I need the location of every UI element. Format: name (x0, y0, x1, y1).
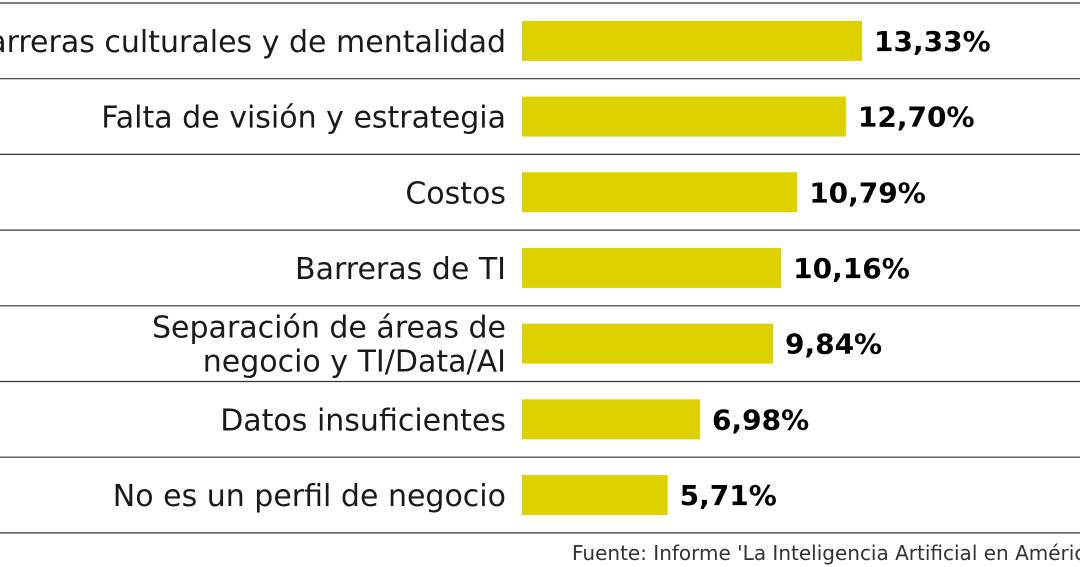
bar-2 (522, 172, 798, 213)
bar-1 (522, 96, 846, 137)
category-label-3: Barreras de TI (295, 252, 506, 287)
bar-6 (522, 475, 668, 516)
bar-4 (522, 323, 773, 364)
value-label-2: 10,79% (809, 176, 926, 209)
value-label-4: 9,84% (785, 328, 882, 361)
value-label-3: 10,16% (793, 252, 910, 285)
value-label-6: 5,71% (680, 479, 777, 512)
source-note: Fuente: Informe 'La Inteligencia Artific… (572, 541, 1080, 565)
category-label-5: Datos insuficientes (220, 403, 506, 438)
value-label-1: 12,70% (858, 101, 975, 134)
bar-5 (522, 399, 701, 440)
category-label-2: Costos (405, 176, 506, 211)
value-label-5: 6,98% (712, 403, 809, 436)
category-label-6: No es un perfil de negocio (113, 479, 506, 514)
bar-3 (522, 247, 782, 288)
bar-0 (522, 20, 862, 61)
value-label-0: 13,33% (874, 25, 991, 58)
category-label-0: Barreras culturales y de mentalidad (0, 25, 506, 60)
category-label-1: Falta de visión y estrategia (101, 101, 506, 136)
category-label-4: Separación de áreas de negocio y TI/Data/… (152, 311, 506, 380)
